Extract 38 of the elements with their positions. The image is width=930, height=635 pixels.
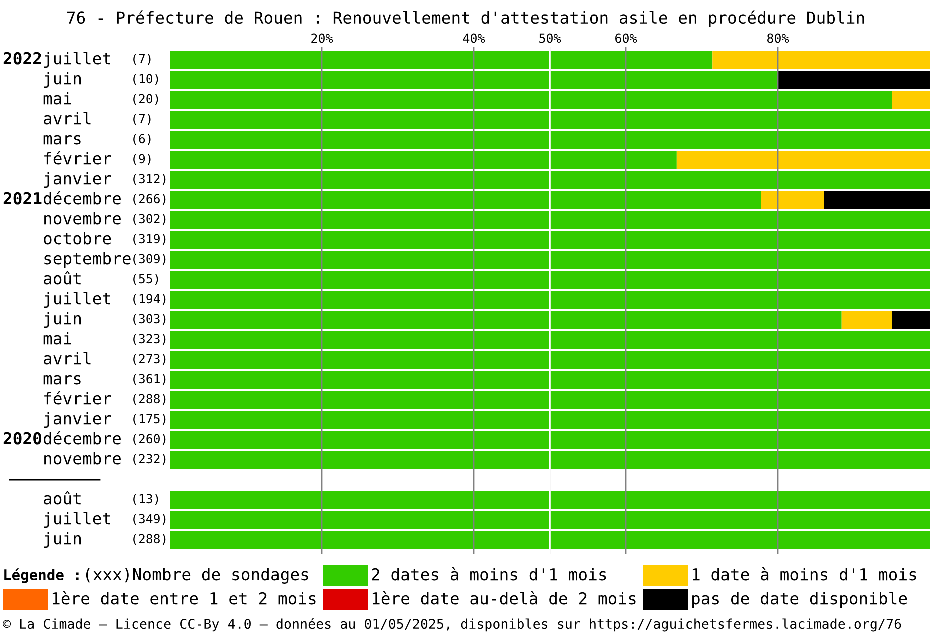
text: © La Cimade — Licence CC-By 4.0 — données au 01/05/2025, disponibles sur https://aguichetsfermes.lacimade.org/76 bbox=[3, 618, 902, 632]
legend-label: 1ère date entre 1 et 2 mois bbox=[52, 591, 316, 605]
legend-label: 1ère date au-delà de 2 mois bbox=[372, 591, 636, 605]
category-label: mai (323) bbox=[44, 332, 166, 346]
category-label: mars (6) bbox=[44, 134, 151, 146]
category-label: avril (7) bbox=[44, 112, 151, 126]
x-tick-label: 80% bbox=[768, 34, 790, 44]
y-tick-label: 2020décembre (260) bbox=[4, 431, 166, 446]
category-label: octobre (319) bbox=[44, 232, 166, 246]
x-tick-label: 60% bbox=[616, 34, 638, 44]
legend-label: 1 date à moins d'1 mois bbox=[692, 567, 916, 581]
category-label: janvier (175) bbox=[44, 412, 166, 428]
chart-title: 76 - Préfecture de Rouen : Renouvellement d'attestation asile en procédure Dublin bbox=[68, 10, 864, 28]
category-label: janvier (312) bbox=[44, 172, 166, 188]
category-label: juillet (194) bbox=[44, 292, 166, 308]
y-tick-label: novembre (302) bbox=[44, 212, 166, 226]
y-tick-label: 2021décembre (266) bbox=[4, 191, 166, 206]
category-label: avril (273) bbox=[44, 352, 166, 366]
x-tick-label: 40% bbox=[463, 34, 486, 44]
category-label: février (288) bbox=[44, 391, 166, 406]
legend-title: Légende : bbox=[4, 568, 79, 584]
category-label: février (9) bbox=[44, 151, 151, 166]
category-label: juillet (349) bbox=[44, 512, 166, 528]
y-tick-label: novembre (232) bbox=[44, 452, 166, 466]
category-label: juin (10) bbox=[44, 72, 158, 88]
category-label: août (55) bbox=[44, 271, 158, 286]
category-label: août (13) bbox=[44, 491, 158, 506]
category-label: juin (303) bbox=[44, 312, 166, 328]
x-tick-label: 50% bbox=[540, 34, 562, 44]
text: (xxx)Nombre de sondages bbox=[86, 568, 308, 584]
y-tick-label: septembre (309) bbox=[44, 252, 166, 268]
legend-label: pas de date disponible bbox=[692, 592, 908, 608]
category-label: mai (20) bbox=[44, 92, 158, 106]
category-label: juin (288) bbox=[44, 532, 166, 548]
category-label: mars (361) bbox=[44, 374, 166, 386]
x-tick-label: 20% bbox=[312, 34, 334, 44]
category-label: 2022 juillet (7) bbox=[4, 52, 151, 68]
legend-label: 2 dates à moins d'1 mois bbox=[372, 567, 606, 581]
